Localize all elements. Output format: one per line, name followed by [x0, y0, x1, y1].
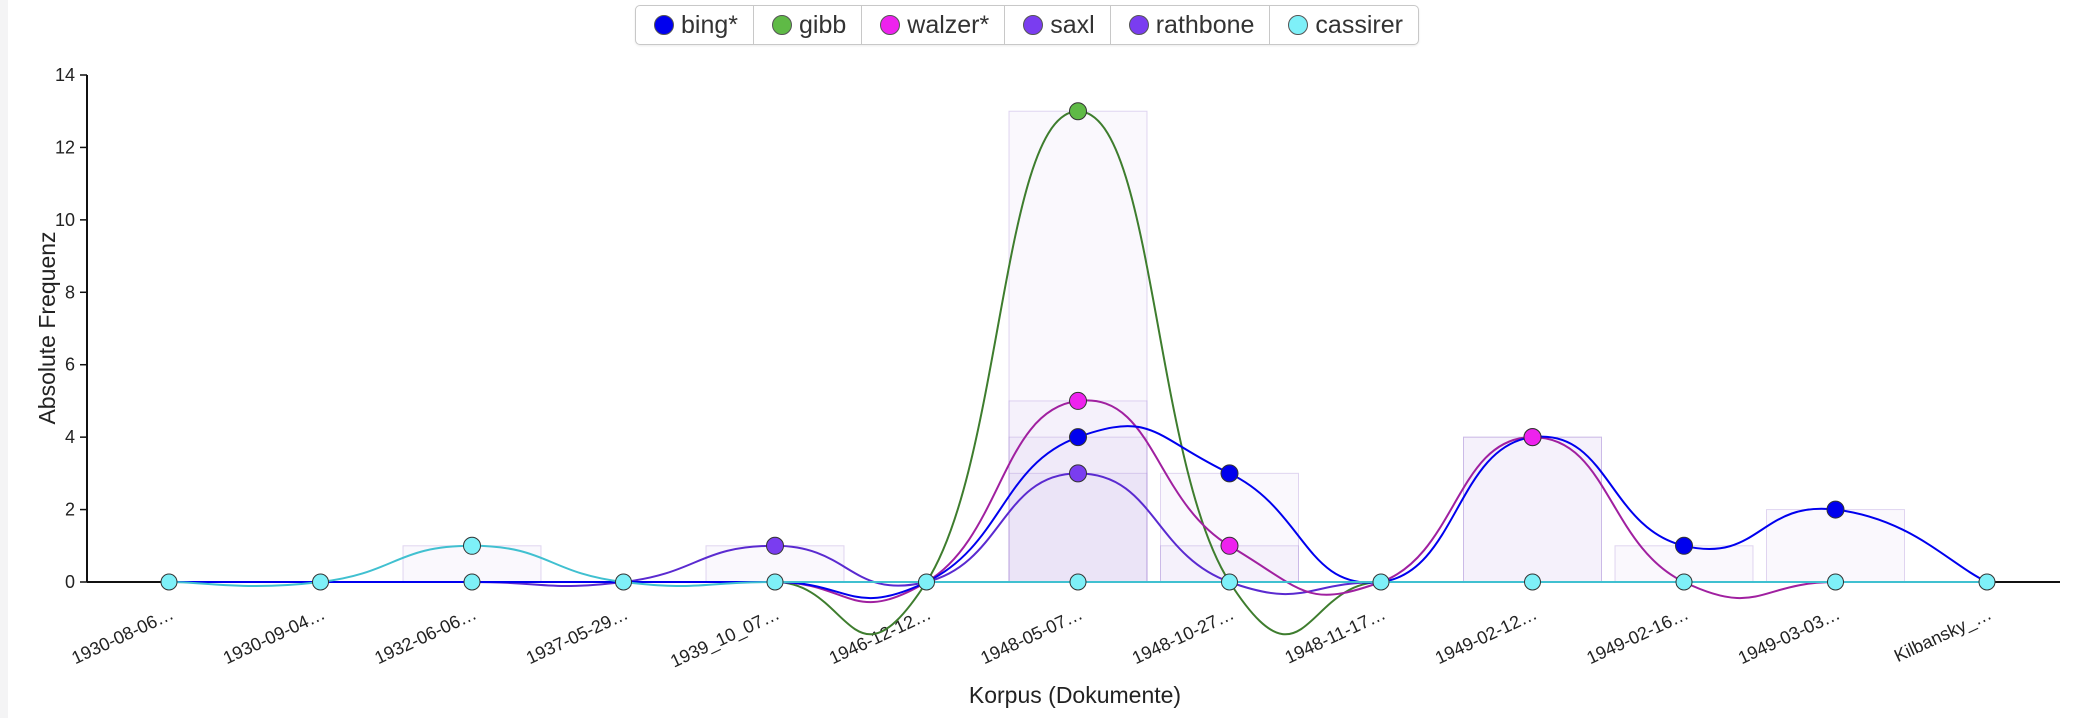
- data-point-cassirer: [312, 573, 329, 591]
- legend-label: bing*: [681, 10, 738, 39]
- data-point-bing: [1220, 464, 1239, 483]
- data-point-saxl: [1069, 464, 1087, 483]
- data-point-cassirer: [766, 573, 784, 591]
- legend: bing* gibb walzer* saxl rathbone cassirer: [635, 5, 1419, 45]
- x-axis-title: Korpus (Dokumente): [969, 682, 1181, 708]
- background-bar: [1008, 472, 1148, 583]
- x-tick-label: 1948-11-17…: [1282, 603, 1389, 667]
- legend-swatch-bing: [654, 15, 674, 35]
- y-tick-label: 8: [65, 282, 75, 302]
- legend-item-rathbone[interactable]: rathbone: [1111, 6, 1271, 44]
- data-point-cassirer: [463, 536, 481, 555]
- x-tick-label: 1949-02-12…: [1432, 603, 1540, 668]
- legend-swatch-cassirer: [1288, 15, 1309, 35]
- legend-item-bing[interactable]: bing*: [636, 6, 754, 44]
- x-tick-label: 1930-09-04…: [220, 603, 328, 668]
- legend-item-gibb[interactable]: gibb: [754, 6, 863, 44]
- data-point-cassirer: [1675, 573, 1693, 591]
- background-bar: [1463, 436, 1602, 583]
- legend-label: cassirer: [1315, 10, 1403, 39]
- data-point-cassirer: [160, 573, 178, 591]
- x-tick-label: 1937-05-29…: [523, 603, 631, 668]
- data-point-walzer: [1069, 391, 1087, 410]
- legend-item-cassirer[interactable]: cassirer: [1270, 6, 1418, 44]
- data-point-bing: [1069, 428, 1087, 447]
- x-tick-label: 1930-08-06…: [68, 603, 176, 668]
- data-points: [160, 102, 1996, 591]
- data-point-bing: [1675, 536, 1693, 555]
- background-bar: [1160, 472, 1299, 583]
- y-tick-label: 2: [65, 500, 75, 520]
- data-point-walzer: [1220, 536, 1239, 555]
- legend-label: saxl: [1050, 10, 1095, 39]
- legend-label: rathbone: [1155, 10, 1255, 39]
- x-tick-label: 1932-06-06…: [371, 603, 479, 668]
- x-tick-label: 1946-12-12…: [826, 603, 934, 668]
- x-tick-label: 1948-10-27…: [1129, 603, 1237, 668]
- legend-swatch-gibb: [772, 15, 792, 35]
- data-point-gibb: [1069, 102, 1087, 121]
- data-point-cassirer: [1221, 573, 1238, 591]
- data-point-saxl: [766, 536, 784, 555]
- data-point-bing: [1826, 500, 1845, 519]
- data-point-cassirer: [1524, 573, 1541, 591]
- legend-item-walzer[interactable]: walzer*: [862, 6, 1006, 44]
- data-point-cassirer: [463, 573, 481, 591]
- data-point-cassirer: [1069, 573, 1087, 591]
- y-tick-label: 6: [65, 355, 75, 375]
- background-bar: [1766, 509, 1905, 583]
- data-point-cassirer: [918, 573, 935, 591]
- data-point-cassirer: [1827, 573, 1844, 591]
- background-bar: [1008, 436, 1148, 583]
- legend-swatch-walzer: [880, 15, 901, 35]
- y-tick-label: 4: [65, 427, 75, 447]
- background-bar: [1008, 110, 1148, 583]
- data-point-cassirer: [615, 573, 632, 591]
- legend-swatch-saxl: [1023, 15, 1044, 35]
- legend-item-saxl[interactable]: saxl: [1005, 6, 1111, 44]
- data-point-cassirer: [1372, 573, 1390, 591]
- y-tick-label: 12: [55, 137, 75, 157]
- legend-label: gibb: [799, 10, 847, 39]
- y-tick-label: 10: [55, 210, 75, 230]
- y-axis-title: Absolute Frequenz: [34, 231, 60, 424]
- background-bars: [402, 110, 1905, 583]
- x-tick-label: Kilbansky_…: [1891, 603, 1995, 666]
- y-tick-label: 0: [65, 572, 75, 592]
- x-tick-label: 1939_10_07…: [667, 603, 783, 672]
- x-tick-label: 1949-03-03…: [1735, 603, 1843, 668]
- legend-swatch-rathbone: [1128, 15, 1149, 35]
- x-tick-label: 1948-05-07…: [977, 603, 1085, 668]
- y-tick-label: 14: [55, 65, 75, 85]
- x-tick-label: 1949-02-16…: [1583, 603, 1691, 668]
- data-point-walzer: [1523, 428, 1542, 447]
- legend-label: walzer*: [907, 10, 990, 39]
- data-point-cassirer: [1978, 573, 1996, 591]
